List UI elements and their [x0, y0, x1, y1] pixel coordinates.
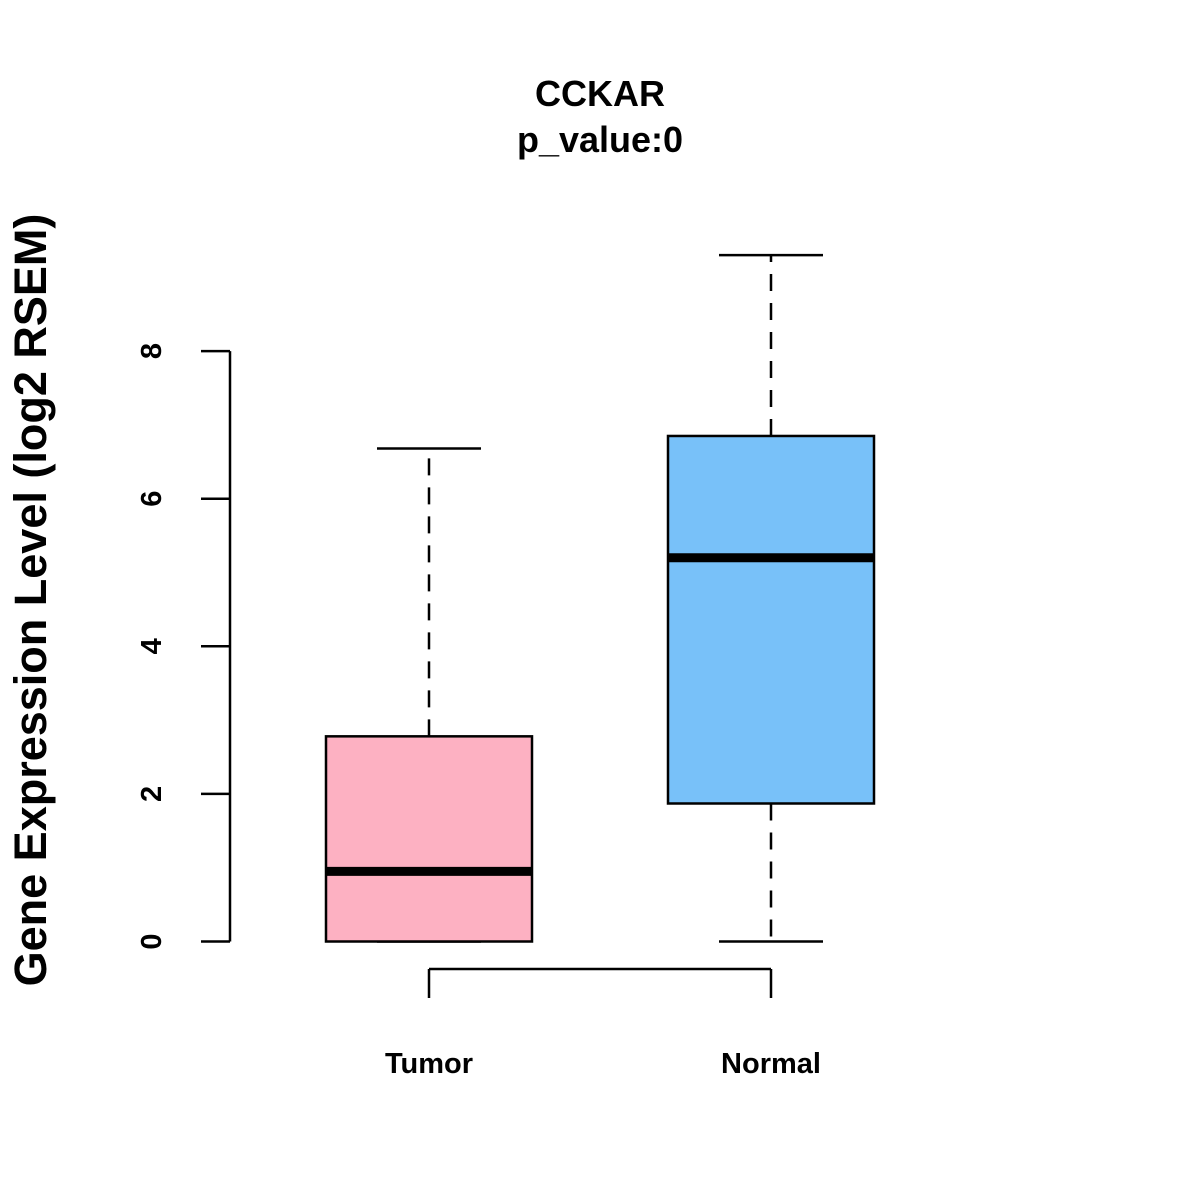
chart-title: CCKAR: [535, 73, 665, 114]
y-tick-label: 4: [136, 638, 168, 654]
x-tick-label-tumor: Tumor: [385, 1048, 473, 1080]
x-tick-label-normal: Normal: [721, 1048, 821, 1080]
iqr-box: [666, 434, 876, 805]
box-normal: [666, 253, 876, 943]
chart-subtitle: p_value:0: [517, 119, 683, 160]
iqr-box: [324, 735, 534, 943]
y-axis: 0 2 4 6 8: [136, 343, 232, 950]
y-tick-label: 8: [136, 343, 168, 359]
x-axis: Tumor Normal: [385, 967, 821, 1080]
boxes-group: [324, 253, 876, 943]
box-tumor: [324, 447, 534, 943]
y-tick-label: 6: [136, 491, 168, 507]
y-tick-label: 0: [136, 933, 168, 949]
y-tick-label: 2: [136, 786, 168, 802]
y-axis-label: Gene Expression Level (log2 RSEM): [5, 214, 56, 987]
